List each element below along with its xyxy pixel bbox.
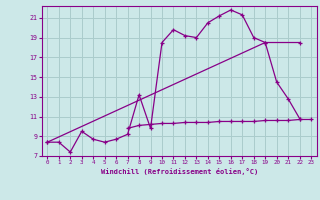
X-axis label: Windchill (Refroidissement éolien,°C): Windchill (Refroidissement éolien,°C)	[100, 168, 258, 175]
